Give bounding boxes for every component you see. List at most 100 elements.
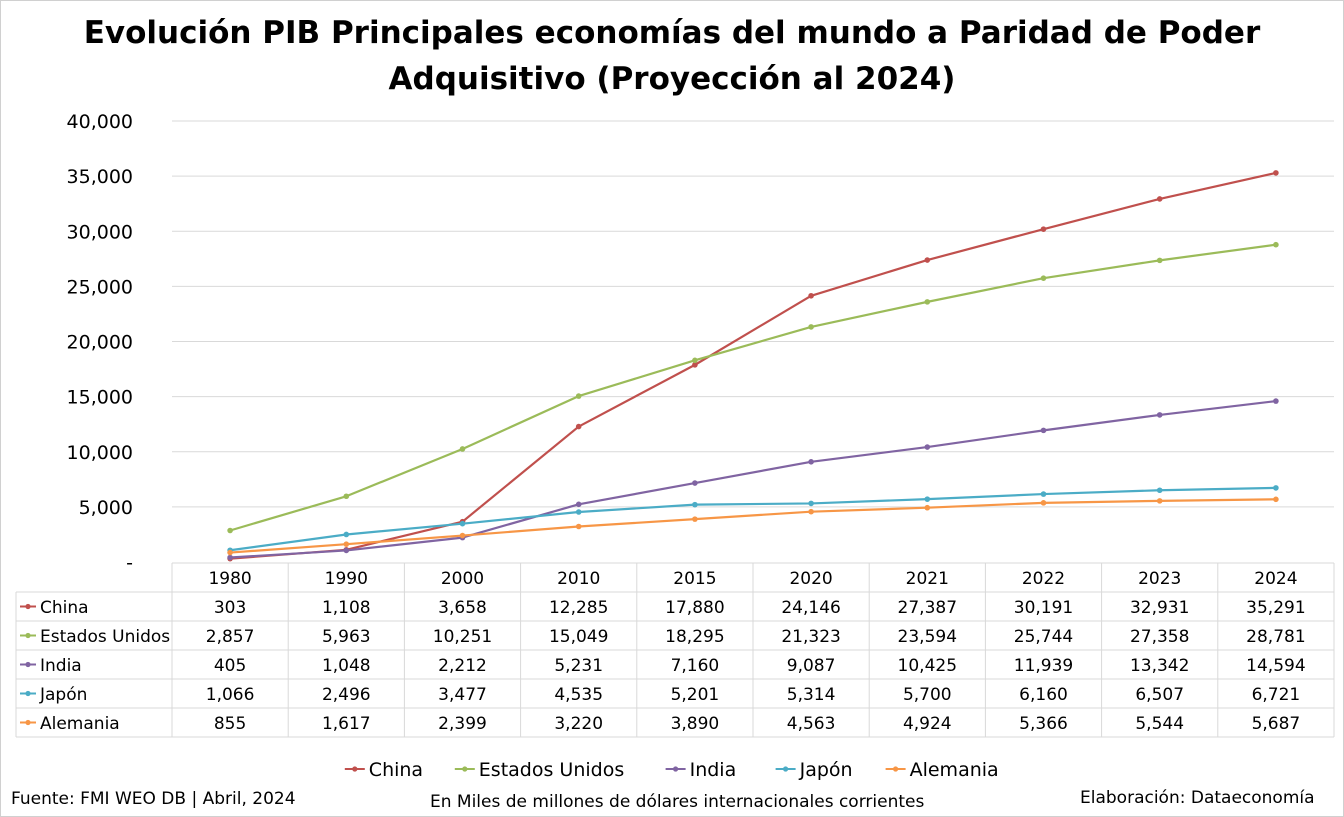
data-table-cell: 23,594 (898, 627, 957, 647)
data-point (1273, 241, 1279, 248)
data-table-cell: 28,781 (1246, 627, 1305, 647)
series-line (229, 243, 1277, 532)
data-point (1156, 257, 1163, 264)
data-point (575, 509, 582, 515)
data-table-cell: 14,594 (1246, 656, 1305, 676)
data-point (227, 527, 233, 534)
data-table-cell: 1,108 (322, 598, 371, 618)
data-point (692, 501, 698, 508)
data-point (227, 549, 233, 556)
y-tick-label: 40,000 (67, 111, 133, 133)
y-tick-label: - (126, 552, 133, 574)
data-table-cell: 27,387 (898, 598, 957, 618)
table-legend-key-marker (25, 690, 31, 697)
data-point (1040, 226, 1047, 232)
data-table-cell: 2,212 (438, 656, 487, 676)
y-tick-label: 10,000 (67, 442, 133, 464)
legend-key-marker (893, 766, 899, 772)
legend-key-marker (673, 766, 679, 772)
x-tick-label: 2000 (441, 569, 484, 589)
data-table-cell: 5,687 (1252, 714, 1301, 734)
data-table-cell: 5,366 (1019, 714, 1068, 734)
y-tick-label: 30,000 (67, 221, 133, 243)
data-table-cell: 5,201 (671, 685, 720, 705)
data-point (1040, 275, 1047, 281)
data-point (575, 501, 582, 508)
data-table-cell: 5,700 (903, 685, 952, 705)
data-table-cell: 17,880 (665, 598, 724, 618)
data-table-cell: 855 (214, 714, 246, 734)
data-table-cell: 1,617 (322, 714, 371, 734)
data-point (924, 504, 931, 511)
legend-key-marker (462, 766, 468, 772)
data-table-cell: 32,931 (1130, 598, 1189, 618)
legend-key-marker (352, 766, 358, 772)
data-point (459, 446, 466, 452)
data-point (1040, 427, 1047, 434)
data-table-cell: 6,160 (1019, 685, 1068, 705)
data-table-cell: 405 (214, 656, 246, 676)
data-table-cell: 1,066 (206, 685, 255, 705)
data-point (692, 357, 698, 364)
x-tick-label: 2010 (557, 569, 600, 589)
data-point (808, 508, 814, 515)
table-series-name: India (40, 656, 82, 676)
data-point (459, 520, 466, 527)
data-table-cell: 2,496 (322, 685, 371, 705)
data-point (459, 532, 466, 539)
data-table-cell: 21,323 (781, 627, 840, 647)
data-point (692, 516, 698, 522)
x-tick-label: 2022 (1022, 569, 1065, 589)
series-line (230, 498, 1276, 554)
data-point (692, 362, 698, 368)
data-table-cell: 1,048 (322, 656, 371, 676)
data-point (227, 554, 233, 561)
data-table-cell: 2,857 (206, 627, 255, 647)
data-table-cell: 5,231 (554, 656, 603, 676)
data-table-cell: 6,507 (1135, 685, 1184, 705)
data-point (343, 493, 350, 500)
y-tick-label: 15,000 (67, 387, 133, 409)
data-table-cell: 5,963 (322, 627, 371, 647)
credit-note: Elaboración: Dataeconomía (1080, 788, 1315, 808)
chart-title-line2: Adquisitivo (Proyección al 2024) (388, 61, 956, 97)
data-table-cell: 12,285 (549, 598, 608, 618)
table-legend-key-marker (25, 603, 31, 610)
data-point (1156, 412, 1163, 418)
units-note: En Miles de millones de dólares internac… (430, 792, 925, 812)
x-tick-label: 1990 (325, 569, 368, 589)
series-line (230, 171, 1277, 560)
table-series-name: China (40, 598, 89, 618)
data-table-cell: 13,342 (1130, 656, 1189, 676)
data-table-cell: 18,295 (665, 627, 724, 647)
series-line (230, 400, 1277, 559)
legend-label: Alemania (910, 759, 999, 781)
table-series-name: Japón (39, 685, 87, 705)
data-table-cell: 30,191 (1014, 598, 1073, 618)
data-table-cell: 4,563 (787, 714, 836, 734)
data-table-cell: 35,291 (1246, 598, 1305, 618)
data-table-cell: 2,399 (438, 714, 487, 734)
data-point (1156, 196, 1163, 202)
x-tick-label: 2021 (906, 569, 949, 589)
table-series-name: Alemania (40, 714, 120, 734)
data-table-cell: 3,658 (438, 598, 487, 618)
data-point (575, 523, 582, 530)
data-table-cell: 9,087 (787, 656, 836, 676)
data-table-cell: 5,314 (787, 685, 836, 705)
y-tick-label: 20,000 (67, 332, 133, 354)
data-point (692, 480, 698, 486)
data-point (1040, 500, 1047, 506)
data-point (808, 292, 814, 299)
data-table-cell: 25,744 (1014, 627, 1073, 647)
chart-title: Evolución PIB Principales economías del … (0, 10, 1344, 102)
legend-key-marker (783, 766, 789, 772)
data-table-cell: 7,160 (671, 656, 720, 676)
data-table-cell: 4,535 (554, 685, 603, 705)
data-table-cell: 27,358 (1130, 627, 1189, 647)
source-note: Fuente: FMI WEO DB | Abril, 2024 (11, 789, 296, 809)
data-point (808, 324, 814, 330)
data-table-cell: 3,477 (438, 685, 487, 705)
data-table-cell: 5,544 (1135, 714, 1184, 734)
